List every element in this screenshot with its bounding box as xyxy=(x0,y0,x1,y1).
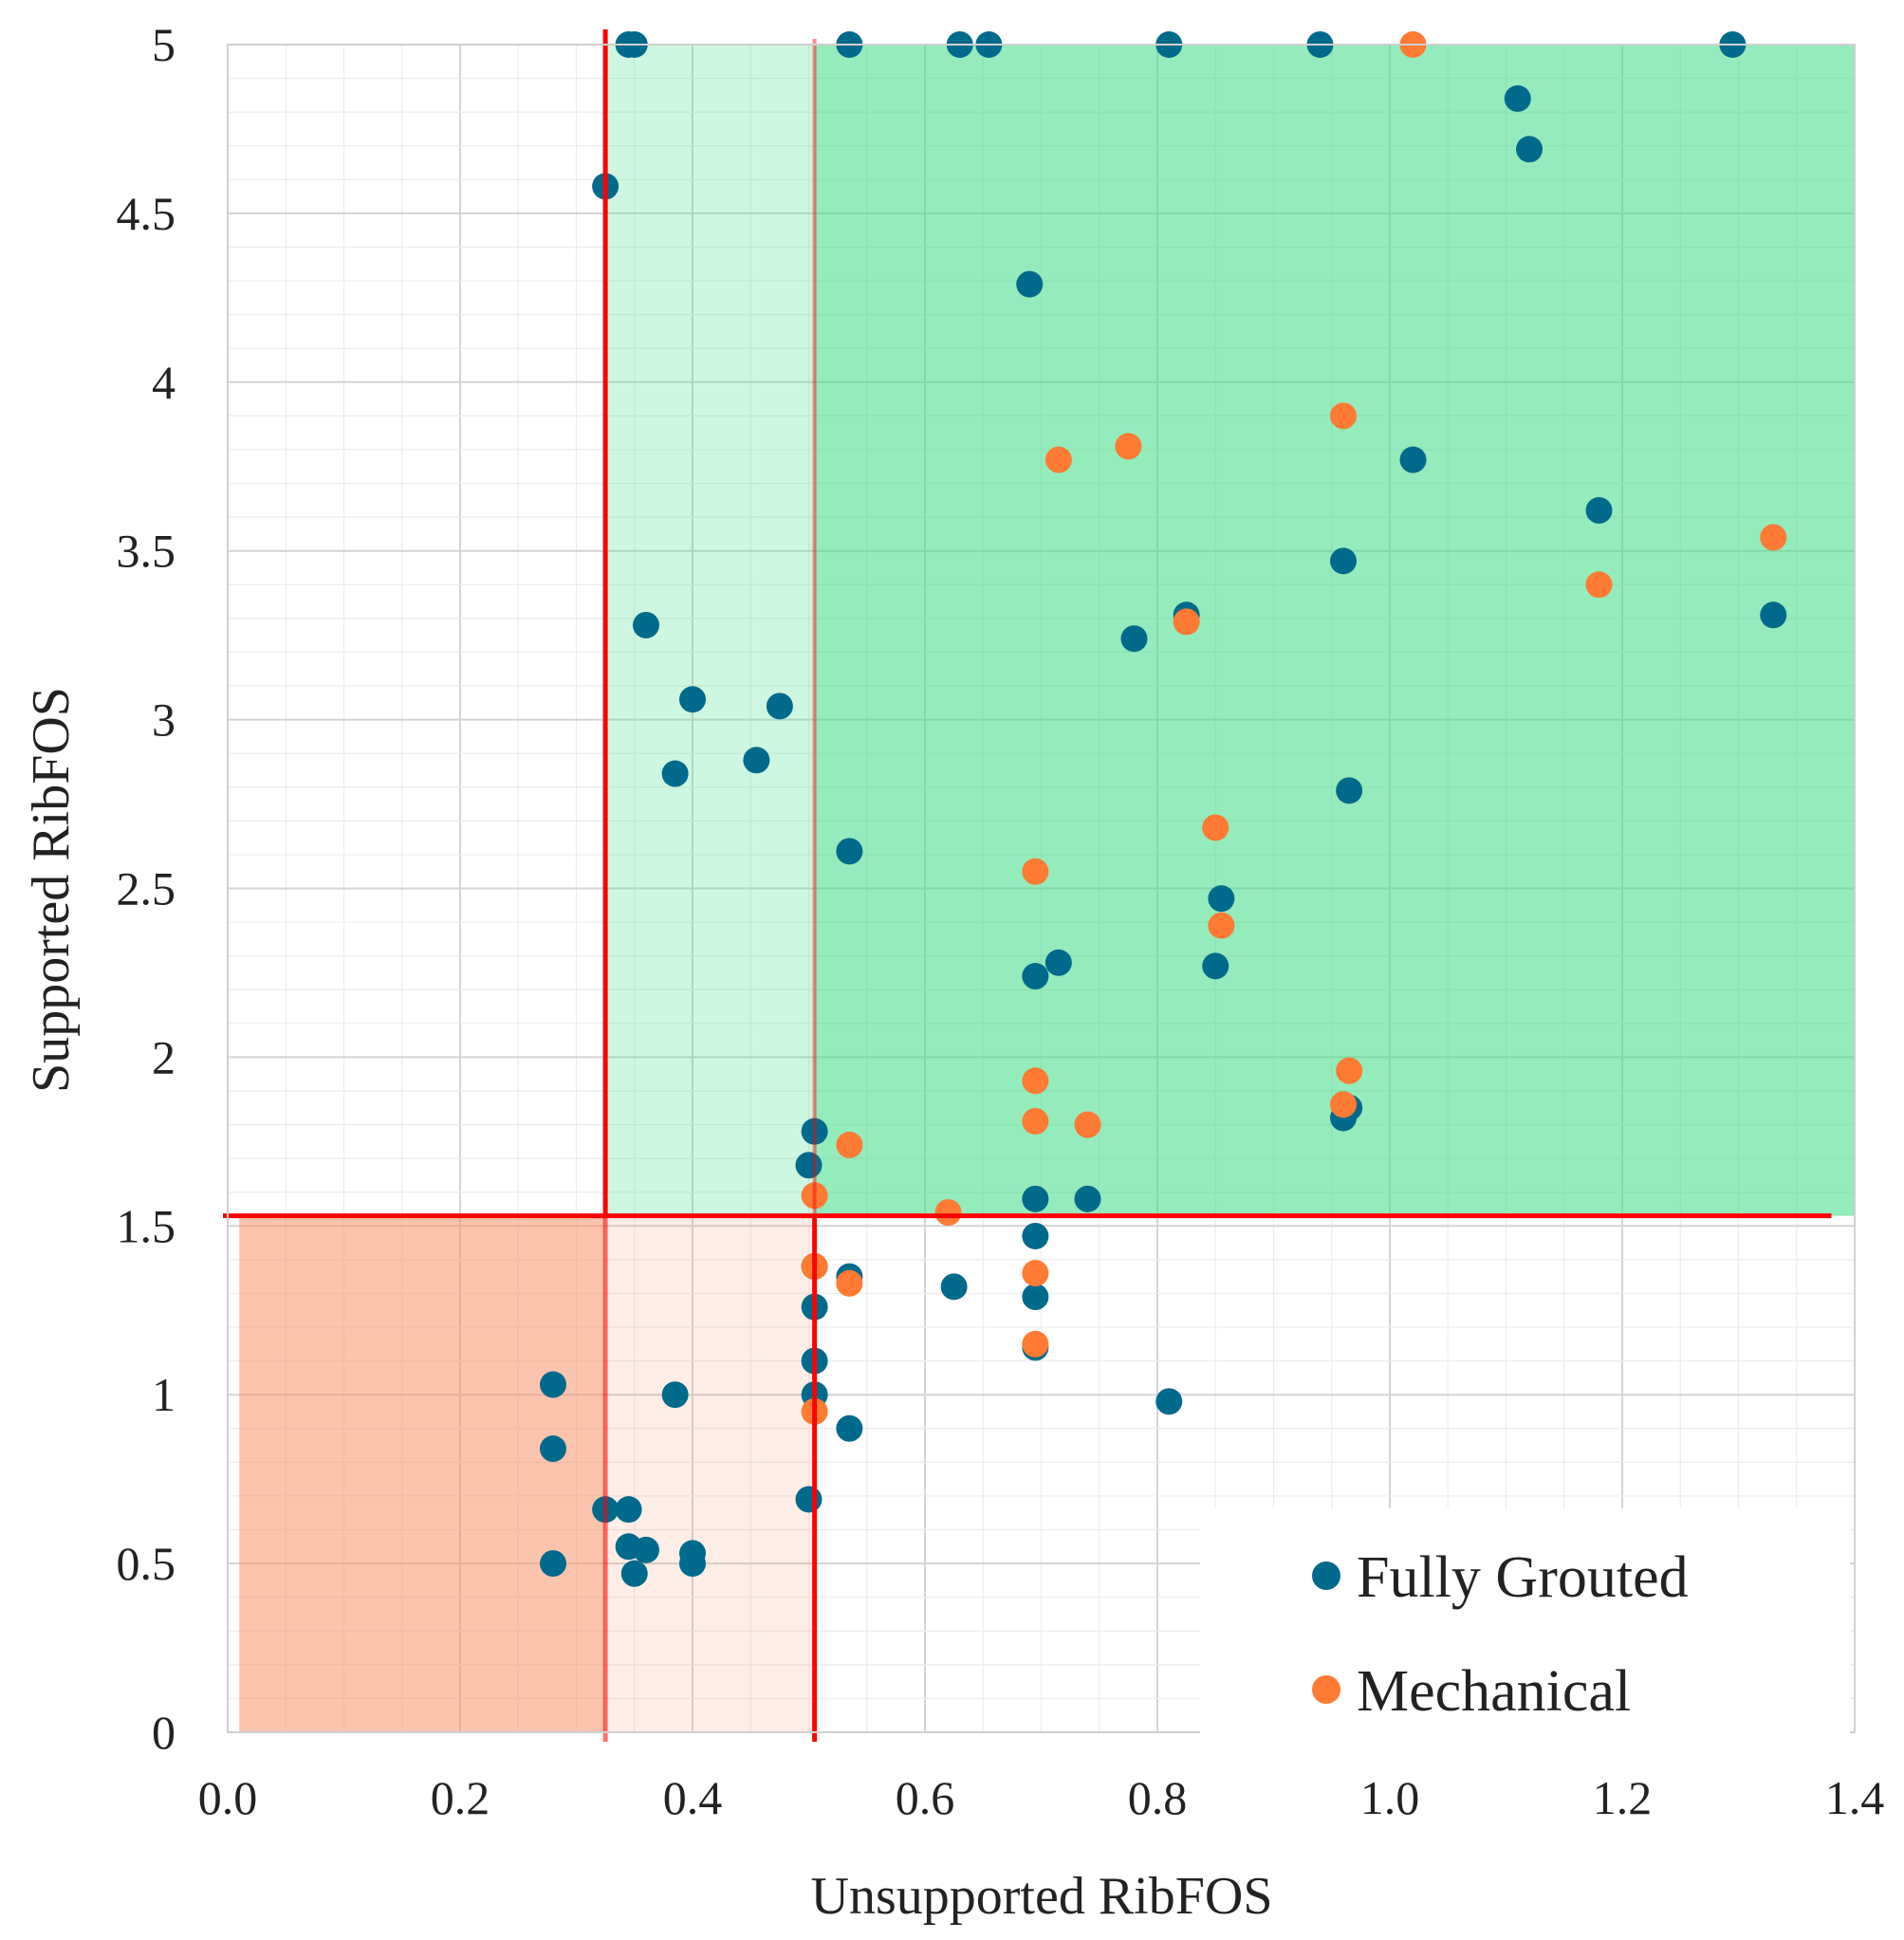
point-fully-grouted xyxy=(1504,84,1531,112)
y-tick-label: 0 xyxy=(152,1706,176,1759)
x-tick-label: 0.2 xyxy=(431,1771,490,1824)
point-fully-grouted xyxy=(1330,547,1357,575)
point-mechanical xyxy=(1115,433,1142,460)
point-fully-grouted xyxy=(1399,446,1427,473)
point-mechanical xyxy=(1760,524,1787,551)
point-mechanical xyxy=(1022,1108,1049,1136)
point-mechanical xyxy=(1585,571,1613,599)
point-fully-grouted xyxy=(836,838,863,865)
y-tick-label: 0.5 xyxy=(117,1537,176,1590)
x-tick-label: 1.0 xyxy=(1360,1771,1420,1824)
point-fully-grouted xyxy=(540,1435,566,1463)
point-fully-grouted xyxy=(1022,1185,1049,1212)
point-fully-grouted xyxy=(620,1560,648,1587)
y-tick-label: 1 xyxy=(152,1368,176,1421)
point-fully-grouted xyxy=(1202,952,1229,980)
point-mechanical xyxy=(1022,1260,1049,1287)
point-fully-grouted xyxy=(661,1381,689,1409)
point-mechanical xyxy=(1022,1067,1049,1095)
point-fully-grouted xyxy=(1516,136,1543,163)
point-fully-grouted xyxy=(633,1536,659,1563)
point-mechanical xyxy=(1208,912,1235,939)
point-fully-grouted xyxy=(801,1118,828,1145)
region-stable-zone xyxy=(814,45,1855,1216)
point-mechanical xyxy=(836,1131,863,1158)
y-tick-label: 3.5 xyxy=(117,525,176,578)
legend-background xyxy=(1200,1508,1850,1741)
point-fully-grouted xyxy=(540,1371,566,1398)
point-mechanical xyxy=(1330,1091,1357,1118)
point-fully-grouted xyxy=(661,760,689,787)
point-mechanical xyxy=(1074,1111,1101,1138)
point-mechanical xyxy=(1202,814,1229,841)
y-axis-title: Supported RibFOS xyxy=(22,687,81,1093)
region-failure-zone xyxy=(239,1215,606,1732)
x-axis-title: Unsupported RibFOS xyxy=(811,1867,1273,1926)
threshold-layer xyxy=(223,29,1832,1742)
point-fully-grouted xyxy=(836,1414,863,1442)
y-tick-label: 4 xyxy=(152,356,176,409)
point-fully-grouted xyxy=(615,1496,642,1524)
legend-label-mechanical: Mechanical xyxy=(1357,1659,1631,1724)
point-mechanical xyxy=(1336,1057,1363,1084)
y-tick-label: 1.5 xyxy=(117,1199,176,1252)
point-fully-grouted xyxy=(679,686,706,713)
point-mechanical xyxy=(1022,858,1049,885)
y-tick-label: 2 xyxy=(152,1030,176,1083)
point-layer xyxy=(540,31,1787,1587)
y-tick-label: 2.5 xyxy=(117,862,176,915)
point-mechanical xyxy=(1330,402,1357,430)
x-tick-label: 0.8 xyxy=(1128,1771,1188,1824)
point-fully-grouted xyxy=(795,1486,823,1513)
point-fully-grouted xyxy=(766,693,793,720)
region-layer xyxy=(239,45,1855,1732)
point-mechanical xyxy=(1044,446,1072,473)
x-tick-label: 0.0 xyxy=(198,1771,258,1824)
point-fully-grouted xyxy=(540,1550,566,1578)
point-mechanical xyxy=(1022,1330,1049,1358)
legend-marker-mechanical xyxy=(1312,1675,1340,1704)
legend-label-fully-grouted: Fully Grouted xyxy=(1357,1545,1689,1610)
x-tick-label: 1.2 xyxy=(1593,1771,1653,1824)
point-fully-grouted xyxy=(743,747,770,774)
tick-layer: 0.0 0.2 0.4 0.6 0.8 1.0 1.2 1.4 0 0.5 1 1.5 2 2.5 3 3.5… xyxy=(117,18,1885,1824)
y-tick-label: 3 xyxy=(152,693,176,747)
point-fully-grouted xyxy=(940,1273,968,1301)
point-fully-grouted xyxy=(1016,270,1044,298)
legend-marker-fully-grouted xyxy=(1312,1561,1340,1590)
x-tick-label: 0.6 xyxy=(896,1771,955,1824)
point-fully-grouted xyxy=(1155,1388,1183,1415)
plot-frame xyxy=(227,44,1856,1733)
point-fully-grouted xyxy=(1022,1222,1049,1249)
point-fully-grouted xyxy=(1208,885,1235,913)
point-fully-grouted xyxy=(1022,1284,1049,1311)
point-fully-grouted xyxy=(633,611,659,638)
point-fully-grouted xyxy=(1120,625,1148,653)
point-mechanical xyxy=(801,1182,828,1210)
point-mechanical xyxy=(836,1269,863,1297)
point-fully-grouted xyxy=(1336,777,1363,804)
point-fully-grouted xyxy=(1760,601,1787,629)
point-fully-grouted xyxy=(1074,1185,1101,1212)
point-mechanical xyxy=(1173,608,1200,636)
point-fully-grouted xyxy=(1022,963,1049,990)
point-fully-grouted xyxy=(795,1152,823,1179)
point-mechanical xyxy=(934,1199,962,1227)
region-transition-failure-zone xyxy=(605,1215,815,1732)
y-tick-label: 5 xyxy=(152,18,176,71)
point-fully-grouted xyxy=(1585,497,1613,525)
point-fully-grouted xyxy=(679,1550,706,1578)
x-tick-label: 1.4 xyxy=(1825,1771,1885,1824)
y-tick-label: 4.5 xyxy=(117,187,176,240)
legend: Fully Grouted Mechanical xyxy=(1200,1508,1850,1741)
point-fully-grouted xyxy=(1044,949,1072,976)
x-tick-label: 0.4 xyxy=(663,1771,723,1824)
